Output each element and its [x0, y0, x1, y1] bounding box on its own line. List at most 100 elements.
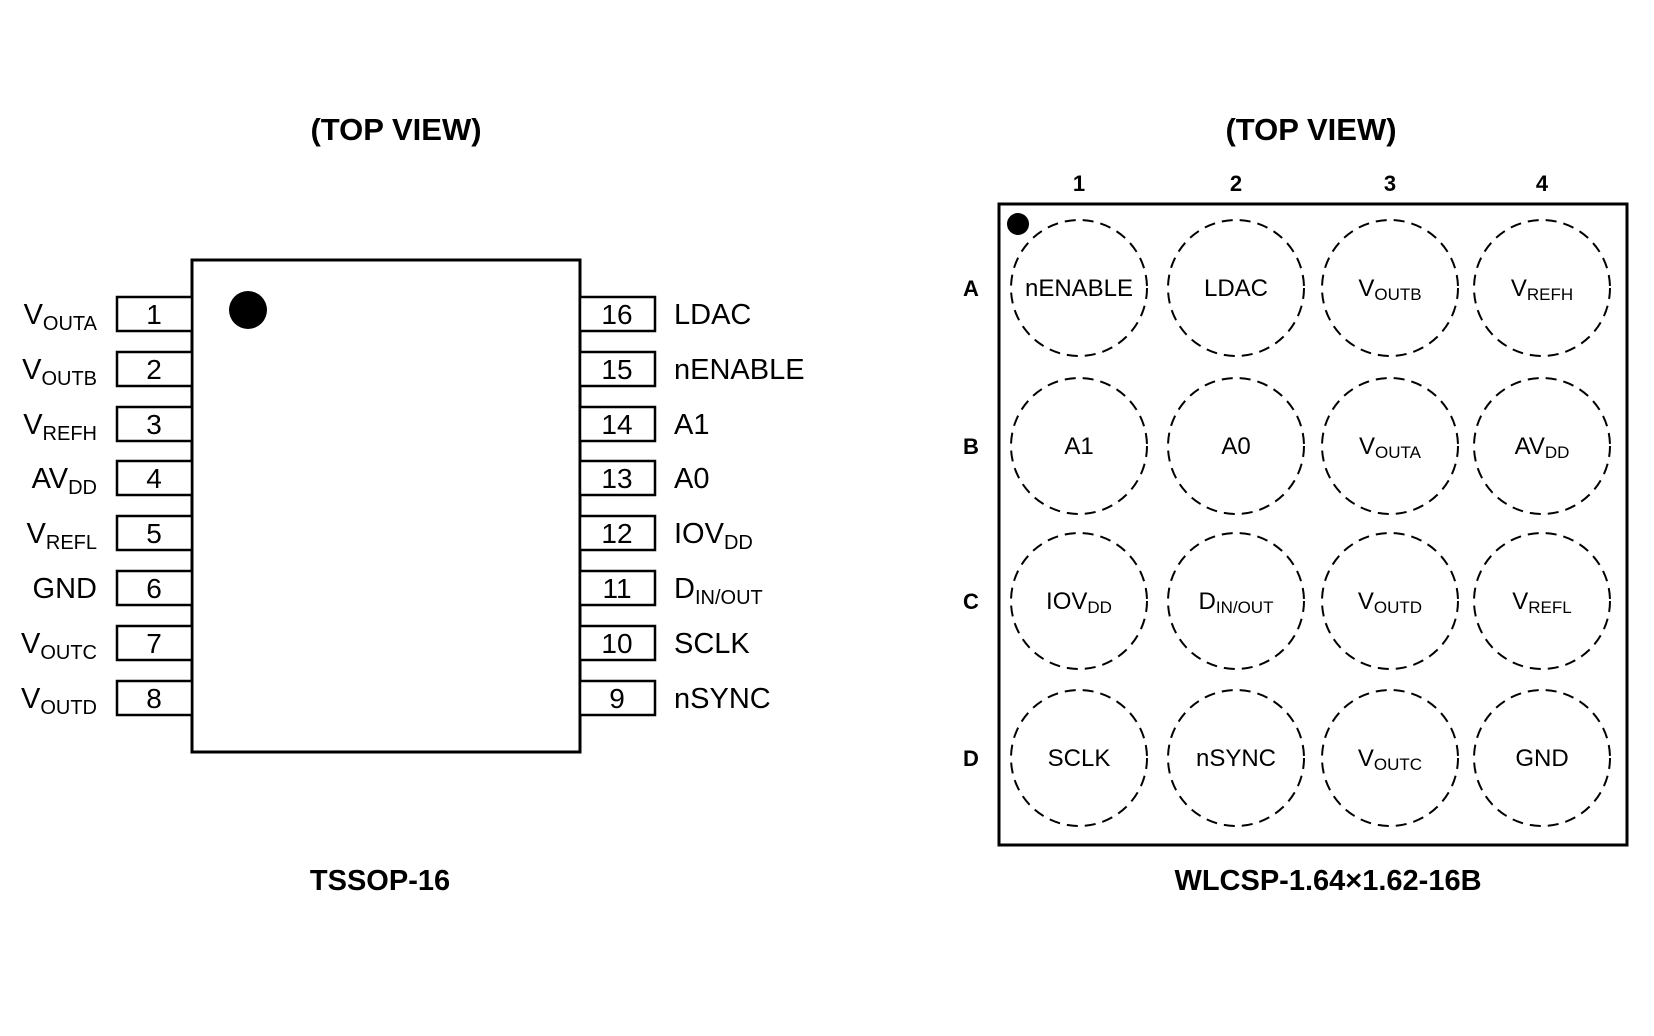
pin-label-subscript: OUTC — [40, 642, 97, 664]
solder-ball — [1010, 377, 1148, 515]
pin-label-main: A1 — [674, 409, 709, 441]
pin-label: VOUTA — [24, 299, 98, 335]
solder-ball — [1473, 532, 1611, 670]
ball-label-main: A0 — [1221, 433, 1250, 460]
pin-number: 12 — [601, 518, 632, 549]
pin-label: LDAC — [674, 299, 751, 331]
pin-label-main: IOV — [674, 518, 725, 550]
pin-label: AVDD — [32, 463, 97, 499]
pin-label: A0 — [674, 463, 709, 495]
ball-label: VREFL — [1512, 588, 1571, 617]
pin-lead — [115, 405, 194, 443]
ball-label: IOVDD — [1046, 588, 1112, 617]
pin-lead — [578, 295, 657, 333]
pin-label-subscript: DD — [724, 532, 753, 554]
pin-label: VREFL — [27, 518, 97, 554]
pin-lead — [578, 514, 657, 552]
pin-number: 16 — [601, 299, 632, 330]
pin-lead — [578, 569, 657, 607]
ball-label-main: D — [1199, 588, 1216, 615]
wlcsp-caption: WLCSP-1.64×1.62-16B — [1174, 865, 1481, 897]
ball-label: VOUTB — [1358, 275, 1421, 304]
tssop-caption: TSSOP-16 — [310, 865, 450, 897]
ball-label-main: GND — [1515, 745, 1568, 772]
pin-label: A1 — [674, 409, 709, 441]
pin-label-main: V — [27, 518, 47, 550]
ball-label-main: V — [1358, 588, 1374, 615]
ball-label: DIN/OUT — [1199, 588, 1274, 617]
pin-label: nENABLE — [674, 354, 805, 386]
ball-label-main: LDAC — [1204, 275, 1268, 302]
pin-label-main: V — [21, 683, 41, 715]
pin-lead — [115, 569, 194, 607]
ball-label-main: A1 — [1064, 433, 1093, 460]
pin-number: 1 — [146, 299, 162, 330]
wlcsp-title: (TOP VIEW) — [1225, 112, 1396, 147]
pin-lead — [115, 679, 194, 717]
row-label: A — [963, 276, 979, 301]
pin-label-main: A0 — [674, 463, 709, 495]
pin1-indicator-dot — [229, 291, 267, 329]
ball-label: LDAC — [1204, 275, 1268, 302]
column-label: 2 — [1230, 171, 1242, 196]
pin-number: 7 — [146, 628, 162, 659]
pin-label-main: SCLK — [674, 628, 750, 660]
ball-label-subscript: DD — [1545, 443, 1570, 462]
pin-label-main: D — [674, 573, 695, 605]
pin-number: 13 — [601, 463, 632, 494]
tssop-body — [190, 258, 582, 754]
pin-number: 9 — [609, 683, 625, 714]
pin-label: VREFH — [23, 409, 97, 445]
pin-lead — [578, 459, 657, 497]
pin-label-main: nSYNC — [674, 683, 771, 715]
ball-label: SCLK — [1048, 745, 1111, 772]
pin-number: 2 — [146, 354, 162, 385]
pin-label-main: V — [23, 409, 43, 441]
pin-label-subscript: OUTB — [41, 368, 97, 390]
solder-ball — [1321, 532, 1459, 670]
ball-label-main: AV — [1515, 433, 1545, 460]
pin-label-main: V — [22, 354, 42, 386]
ball-a1-indicator-dot — [1007, 213, 1029, 235]
ball-label-main: SCLK — [1048, 745, 1111, 772]
ball-label: VREFH — [1511, 275, 1573, 304]
pin-lead — [115, 295, 194, 333]
solder-ball — [1167, 532, 1305, 670]
solder-ball — [1167, 377, 1305, 515]
pin-label: VOUTC — [21, 628, 97, 664]
pin-label-main: GND — [33, 573, 97, 605]
pin-number: 6 — [146, 573, 162, 604]
solder-ball — [1473, 689, 1611, 827]
ball-label-subscript: REFH — [1527, 285, 1573, 304]
ball-label-subscript: OUTC — [1374, 755, 1422, 774]
pin-lead — [578, 624, 657, 662]
pin-label-main: V — [21, 628, 41, 660]
ball-label: nENABLE — [1025, 275, 1133, 302]
pin-label-subscript: OUTA — [43, 313, 98, 335]
pin-label-subscript: DD — [68, 477, 97, 499]
solder-ball — [1321, 377, 1459, 515]
ball-label-subscript: REFL — [1528, 598, 1571, 617]
ball-label-main: V — [1358, 275, 1374, 302]
pin-label: DIN/OUT — [674, 573, 763, 609]
ball-label: nSYNC — [1196, 745, 1276, 772]
row-label: B — [963, 434, 979, 459]
ball-label: VOUTD — [1358, 588, 1422, 617]
tssop-pins: 1VOUTA2VOUTB3VREFH4AVDD5VREFL6GND7VOUTC8… — [21, 295, 805, 719]
ball-label-main: V — [1511, 275, 1527, 302]
ball-label: A1 — [1064, 433, 1093, 460]
column-label: 4 — [1536, 171, 1549, 196]
solder-ball — [1010, 689, 1148, 827]
pin-number: 15 — [601, 354, 632, 385]
ball-label-subscript: DD — [1087, 598, 1112, 617]
pin-lead — [115, 459, 194, 497]
ball-label-main: V — [1359, 433, 1375, 460]
pin-label: VOUTB — [22, 354, 97, 390]
pin-label: IOVDD — [674, 518, 753, 554]
pin-label-main: LDAC — [674, 299, 751, 331]
pin-label-subscript: REFH — [43, 423, 97, 445]
ball-label-main: IOV — [1046, 588, 1087, 615]
pin-lead — [578, 350, 657, 388]
